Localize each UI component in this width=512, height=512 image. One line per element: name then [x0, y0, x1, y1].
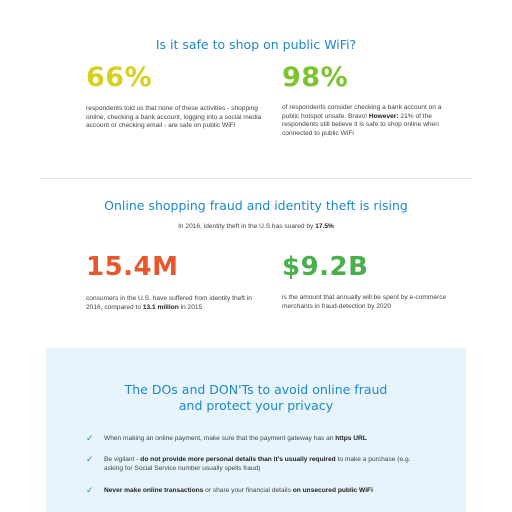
- tip-post: or share your financial details: [203, 487, 293, 494]
- tip-text: Be vigilant - do not provide more person…: [104, 455, 426, 473]
- identity-theft-text: In 2016, identity theft in the U.S has s…: [178, 223, 316, 230]
- check-icon: ✓: [86, 485, 94, 495]
- fraud-section-heading: Online shopping fraud and identity theft…: [104, 198, 408, 213]
- tip-text: Never make online transactions or share …: [104, 486, 426, 495]
- dos-donts-panel: [46, 348, 466, 512]
- stat-9b-description: is the amount that annually will be spen…: [282, 294, 447, 310]
- dos-donts-heading: The DOs and DON'Ts to avoid online fraud…: [0, 382, 512, 414]
- tip-bold-2: on unsecured public WiFi: [292, 487, 373, 494]
- tip-bold: https URL: [335, 435, 367, 442]
- stat-15m-value: 15.4M: [86, 252, 179, 282]
- wifi-section-heading: Is it safe to shop on public WiFi?: [155, 37, 357, 52]
- identity-theft-line: In 2016, identity theft in the U.S has s…: [0, 223, 512, 230]
- tip-post: to make a purchase (e.g. asking for Soci…: [104, 456, 411, 472]
- stat-98-value: 98%: [282, 62, 349, 93]
- stat-15m-description: consumers in the U.S. have suffered from…: [86, 295, 256, 312]
- stat-66-value: 66%: [86, 62, 153, 93]
- dos-heading-line2: and protect your privacy: [178, 398, 334, 413]
- stat-9b-value: $9.2B: [282, 252, 369, 282]
- stat-15m-compare: 13.1 million: [142, 303, 179, 311]
- stat-98-description: of respondents consider checking a bank …: [282, 104, 442, 138]
- however-label: However:: [368, 112, 399, 120]
- identity-theft-value: 17.5%: [315, 223, 334, 230]
- check-icon: ✓: [86, 433, 94, 443]
- however-text: 21% of the respondents still believe it …: [282, 112, 439, 137]
- tip-bold: Never make online transactions: [104, 487, 204, 494]
- tip-pre: Be vigilant -: [104, 456, 141, 463]
- stat-98-text: of respondents consider checking a bank …: [282, 104, 442, 120]
- stat-15m-suffix: in 2015: [178, 303, 203, 311]
- tip-text: When making an online payment, make sure…: [104, 434, 426, 443]
- check-icon: ✓: [86, 454, 94, 464]
- stat-15m-text: consumers in the U.S. have suffered from…: [86, 295, 252, 311]
- stat-66-description: respondents told us that none of these a…: [86, 105, 262, 130]
- tip-bold: do not provide more personal details tha…: [140, 456, 336, 463]
- tip-pre: When making an online payment, make sure…: [104, 435, 336, 442]
- section-divider: [40, 178, 472, 179]
- dos-heading-line1: The DOs and DON'Ts to avoid online fraud: [124, 382, 388, 397]
